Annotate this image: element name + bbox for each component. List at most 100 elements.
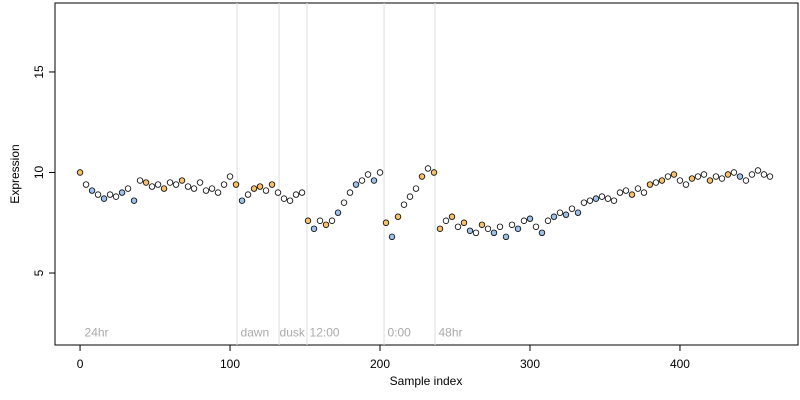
point — [202, 187, 210, 194]
point — [490, 229, 498, 237]
point — [268, 181, 276, 188]
point — [106, 191, 114, 198]
point — [364, 171, 372, 178]
point — [88, 187, 96, 194]
point — [508, 221, 516, 228]
point — [418, 173, 426, 180]
point — [220, 181, 228, 188]
point — [496, 223, 504, 230]
point — [682, 181, 690, 188]
point — [514, 225, 522, 232]
point — [640, 189, 648, 196]
point — [118, 189, 126, 196]
point — [226, 173, 234, 180]
point — [190, 185, 198, 192]
point — [628, 191, 636, 198]
annotation: 24hr — [85, 326, 109, 340]
x-tick-label: 100 — [220, 357, 240, 371]
point — [580, 199, 588, 206]
point — [718, 175, 726, 182]
point — [676, 177, 684, 184]
point — [232, 181, 240, 188]
point — [286, 197, 294, 204]
point — [526, 215, 534, 222]
point — [670, 171, 678, 178]
point — [634, 185, 642, 192]
point — [478, 221, 486, 228]
point — [352, 181, 360, 188]
point — [598, 193, 606, 200]
point — [604, 195, 612, 202]
point — [82, 181, 90, 188]
x-tick-label: 400 — [670, 357, 690, 371]
point — [706, 177, 714, 184]
point — [310, 225, 318, 232]
point — [184, 183, 192, 190]
point — [712, 173, 720, 180]
point — [244, 191, 252, 198]
point — [532, 223, 540, 230]
point — [562, 211, 570, 218]
point — [304, 217, 312, 224]
point — [436, 225, 444, 232]
point — [448, 213, 456, 220]
point — [112, 193, 120, 200]
x-tick-label: 0 — [77, 357, 84, 371]
point — [520, 217, 528, 224]
point — [334, 209, 342, 216]
point — [574, 209, 582, 216]
point — [214, 189, 222, 196]
point — [250, 185, 258, 192]
point — [664, 173, 672, 180]
annotation: 12:00 — [310, 326, 340, 340]
point — [322, 221, 330, 228]
point — [328, 217, 336, 224]
point — [166, 179, 174, 186]
annotation: dusk — [280, 326, 306, 340]
point — [472, 229, 480, 237]
point — [292, 191, 300, 198]
point — [694, 173, 702, 180]
point — [766, 173, 774, 180]
point — [736, 173, 744, 180]
point — [388, 233, 396, 241]
point — [406, 193, 414, 200]
point — [280, 195, 288, 202]
point — [550, 213, 558, 220]
point — [76, 169, 84, 176]
point — [730, 169, 738, 176]
point — [616, 189, 624, 196]
point — [298, 189, 306, 196]
point — [142, 179, 150, 186]
point — [502, 233, 510, 241]
point — [130, 197, 138, 204]
point — [742, 177, 750, 184]
x-axis-label: Sample index — [390, 374, 463, 388]
point — [610, 197, 618, 204]
point — [586, 197, 594, 204]
point — [178, 177, 186, 184]
annotation: 48hr — [438, 326, 462, 340]
point — [754, 167, 762, 174]
point — [424, 165, 432, 172]
point — [100, 195, 108, 202]
point — [94, 191, 102, 198]
point — [256, 183, 264, 190]
point — [382, 219, 390, 226]
point — [124, 185, 132, 192]
point — [430, 169, 438, 176]
y-tick-label: 5 — [32, 269, 46, 276]
point — [160, 185, 168, 192]
point — [658, 177, 666, 184]
point — [274, 189, 282, 196]
annotation: dawn — [241, 326, 270, 340]
point — [370, 177, 378, 184]
point — [136, 177, 144, 184]
point — [394, 213, 402, 220]
point — [412, 185, 420, 192]
point — [646, 181, 654, 188]
point — [724, 171, 732, 178]
annotation: 0:00 — [388, 326, 412, 340]
point — [700, 171, 708, 178]
